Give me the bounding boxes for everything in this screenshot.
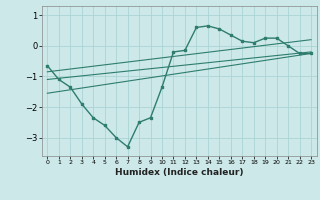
X-axis label: Humidex (Indice chaleur): Humidex (Indice chaleur) — [115, 168, 244, 177]
